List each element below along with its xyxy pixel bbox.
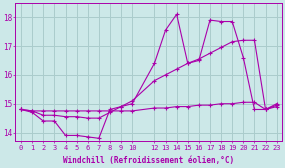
- X-axis label: Windchill (Refroidissement éolien,°C): Windchill (Refroidissement éolien,°C): [63, 156, 235, 165]
